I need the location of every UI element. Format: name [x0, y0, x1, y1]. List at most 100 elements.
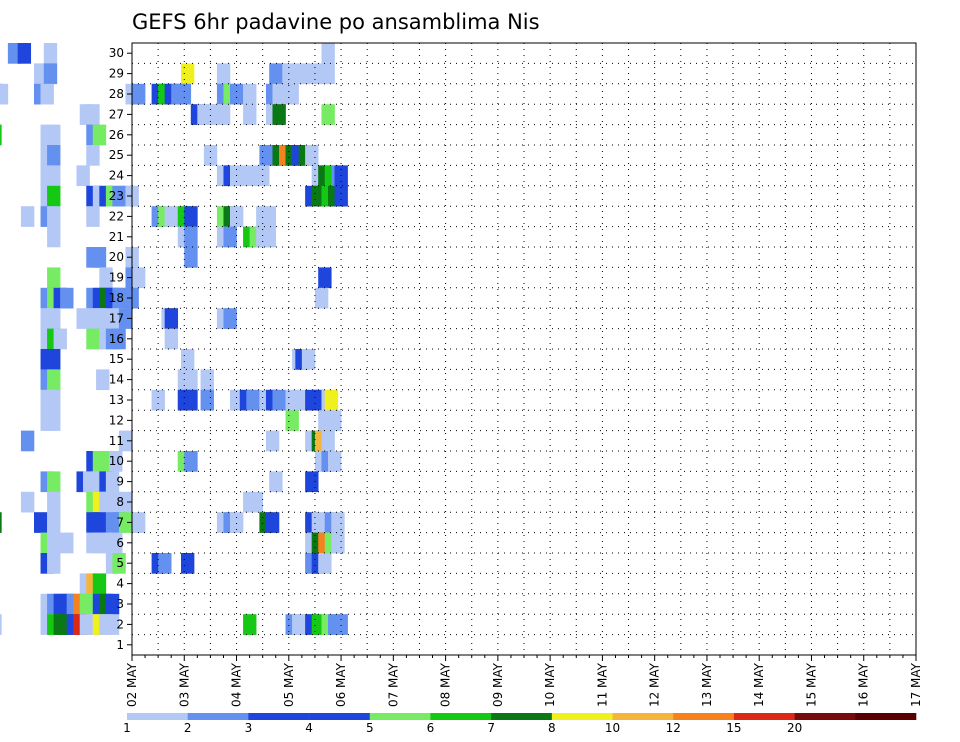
- legend-label: 4: [305, 721, 313, 735]
- legend-swatch: [612, 713, 674, 720]
- heatmap-cell: [17, 43, 32, 64]
- heatmap-cell: [184, 247, 198, 268]
- heatmap-cell: [324, 389, 339, 411]
- heatmap-cell: [132, 83, 146, 105]
- heatmap-cell: [92, 247, 107, 268]
- heatmap-cell: [285, 410, 299, 431]
- y-tick-label: 23: [109, 189, 124, 203]
- x-tick-label: 14 MAY: [752, 662, 766, 707]
- x-tick-label: 12 MAY: [648, 662, 662, 707]
- heatmap-cell: [301, 349, 316, 370]
- heatmap-cell: [92, 573, 107, 595]
- heatmap-cell: [109, 532, 123, 554]
- legend-label: 7: [487, 721, 495, 735]
- heatmap-cell: [321, 430, 335, 452]
- heatmap-cell: [47, 532, 61, 554]
- heatmap-cell: [200, 389, 214, 411]
- chart-title: GEFS 6hr padavine po ansamblima Nis: [132, 10, 540, 34]
- x-tick-label: 15 MAY: [804, 662, 818, 707]
- y-tick-label: 30: [109, 46, 124, 60]
- legend-label: 1: [123, 721, 131, 735]
- heatmap-cell: [0, 124, 2, 146]
- y-tick-label: 1: [116, 638, 124, 652]
- legend-label: 8: [548, 721, 556, 735]
- y-tick-label: 20: [109, 250, 124, 264]
- heatmap-cell: [328, 410, 342, 431]
- heatmap-cell: [112, 328, 126, 350]
- heatmap-cell: [76, 165, 90, 187]
- heatmap-cell: [243, 614, 257, 635]
- heatmap-cell: [118, 512, 133, 533]
- heatmap-cell: [47, 267, 61, 289]
- heatmap-cell: [184, 369, 198, 391]
- heatmap-cell: [47, 410, 61, 431]
- heatmap-cell: [184, 451, 198, 472]
- y-tick-label: 21: [109, 230, 124, 244]
- heatmap-cell: [40, 83, 54, 105]
- legend-swatch: [491, 713, 553, 720]
- heatmap-cell: [99, 308, 113, 329]
- x-tick-label: 11 MAY: [595, 662, 609, 707]
- y-tick-label: 10: [109, 454, 124, 468]
- y-tick-label: 8: [116, 495, 124, 509]
- heatmap-cell: [314, 287, 329, 309]
- heatmap-cell: [181, 63, 195, 85]
- heatmap-cell: [20, 430, 35, 452]
- heatmap-cell: [177, 83, 192, 105]
- heatmap-cell: [164, 206, 179, 227]
- heatmap-cell: [43, 43, 58, 64]
- heatmap-cell: [47, 165, 61, 187]
- heatmap-cell: [216, 63, 231, 85]
- heatmap-cell: [158, 553, 172, 574]
- heatmap-cell: [60, 532, 74, 554]
- heatmap-cell: [0, 83, 9, 105]
- heatmap-cell: [47, 124, 61, 146]
- x-tick-label: 17 MAY: [909, 662, 923, 707]
- legend-swatch: [369, 713, 431, 720]
- heatmap-cell: [118, 491, 133, 513]
- heatmap-cell: [20, 491, 35, 513]
- y-tick-label: 2: [116, 617, 124, 631]
- y-tick-label: 29: [109, 67, 124, 81]
- heatmap-cell: [34, 512, 48, 533]
- x-tick-label: 06 MAY: [334, 662, 348, 707]
- y-tick-label: 9: [116, 475, 124, 489]
- heatmap-cell: [181, 349, 195, 370]
- heatmap-cell: [86, 104, 100, 125]
- heatmap-cell: [246, 389, 260, 411]
- heatmap-cell: [285, 83, 299, 105]
- heatmap-cell: [334, 614, 348, 635]
- grid-lines: [132, 43, 916, 655]
- x-tick-label: 13 MAY: [700, 662, 714, 707]
- heatmap-cell: [272, 83, 286, 105]
- y-tick-label: 24: [109, 169, 124, 183]
- heatmap-cell: [92, 124, 107, 146]
- heatmap-cell: [151, 389, 165, 411]
- heatmap-cell: [243, 165, 257, 187]
- heatmap-cell: [118, 308, 133, 329]
- y-tick-label: 16: [109, 332, 124, 346]
- legend-label: 20: [787, 721, 802, 735]
- legend-swatch: [248, 713, 310, 720]
- heatmap-cell: [53, 328, 67, 350]
- legend-label: 15: [726, 721, 741, 735]
- heatmap-cell: [243, 104, 257, 125]
- y-tick-label: 5: [116, 556, 124, 570]
- x-tick-label: 05 MAY: [282, 662, 296, 707]
- heatmap-cell: [184, 226, 198, 248]
- heatmap-cell: [305, 471, 319, 493]
- legend-swatch: [430, 713, 492, 720]
- x-tick-label: 09 MAY: [491, 662, 505, 707]
- legend-swatch: [855, 713, 917, 720]
- heatmap-cell: [43, 63, 58, 85]
- y-tick-label: 17: [109, 311, 124, 325]
- heatmap-cell: [47, 206, 61, 227]
- y-axis: 1234567891011121314151617181920212223242…: [109, 46, 132, 652]
- heatmap-cell: [164, 308, 179, 329]
- heatmap-cell: [47, 553, 61, 574]
- heatmap-cell: [318, 553, 332, 574]
- legend-label: 12: [666, 721, 681, 735]
- legend-label: 3: [245, 721, 253, 735]
- y-tick-label: 27: [109, 107, 124, 121]
- heatmap-cell: [223, 226, 237, 248]
